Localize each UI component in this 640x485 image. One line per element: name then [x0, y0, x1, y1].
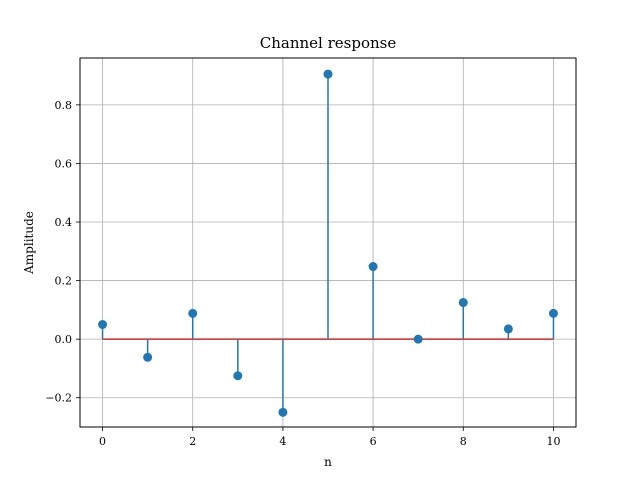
- y-axis: −0.2 0.0 0.2 0.4 0.6 0.8: [45, 99, 80, 405]
- x-tick-label: 0: [99, 435, 106, 448]
- y-tick-label: 0.2: [55, 275, 73, 288]
- y-axis-label: Amplitude: [22, 211, 36, 275]
- x-axis: 0 2 4 6 8 10: [99, 427, 560, 448]
- markers: [98, 69, 558, 417]
- chart-title: Channel response: [260, 34, 397, 52]
- x-tick-label: 8: [460, 435, 467, 448]
- y-tick-label: 0.0: [55, 333, 73, 346]
- stem-marker: [188, 308, 198, 318]
- x-tick-label: 2: [189, 435, 196, 448]
- stem-marker: [368, 262, 378, 272]
- y-tick-label: 0.8: [55, 99, 73, 112]
- stem-marker: [233, 371, 243, 381]
- plot-frame: [79, 57, 577, 428]
- x-axis-label: n: [324, 455, 332, 469]
- stem-marker: [503, 324, 513, 334]
- stem-marker: [143, 352, 153, 362]
- y-tick-label: 0.6: [55, 157, 73, 170]
- stem-marker: [278, 407, 288, 417]
- stems: [101, 74, 555, 413]
- stem-marker: [323, 69, 333, 79]
- stem-marker: [413, 334, 423, 344]
- x-tick-label: 10: [546, 435, 560, 448]
- y-tick-label: −0.2: [45, 392, 72, 405]
- stem-marker: [458, 298, 468, 308]
- stem-marker: [98, 320, 108, 329]
- stem-marker: [548, 308, 558, 318]
- x-tick-label: 4: [279, 435, 286, 448]
- y-tick-label: 0.4: [55, 216, 73, 229]
- x-tick-label: 6: [370, 435, 377, 448]
